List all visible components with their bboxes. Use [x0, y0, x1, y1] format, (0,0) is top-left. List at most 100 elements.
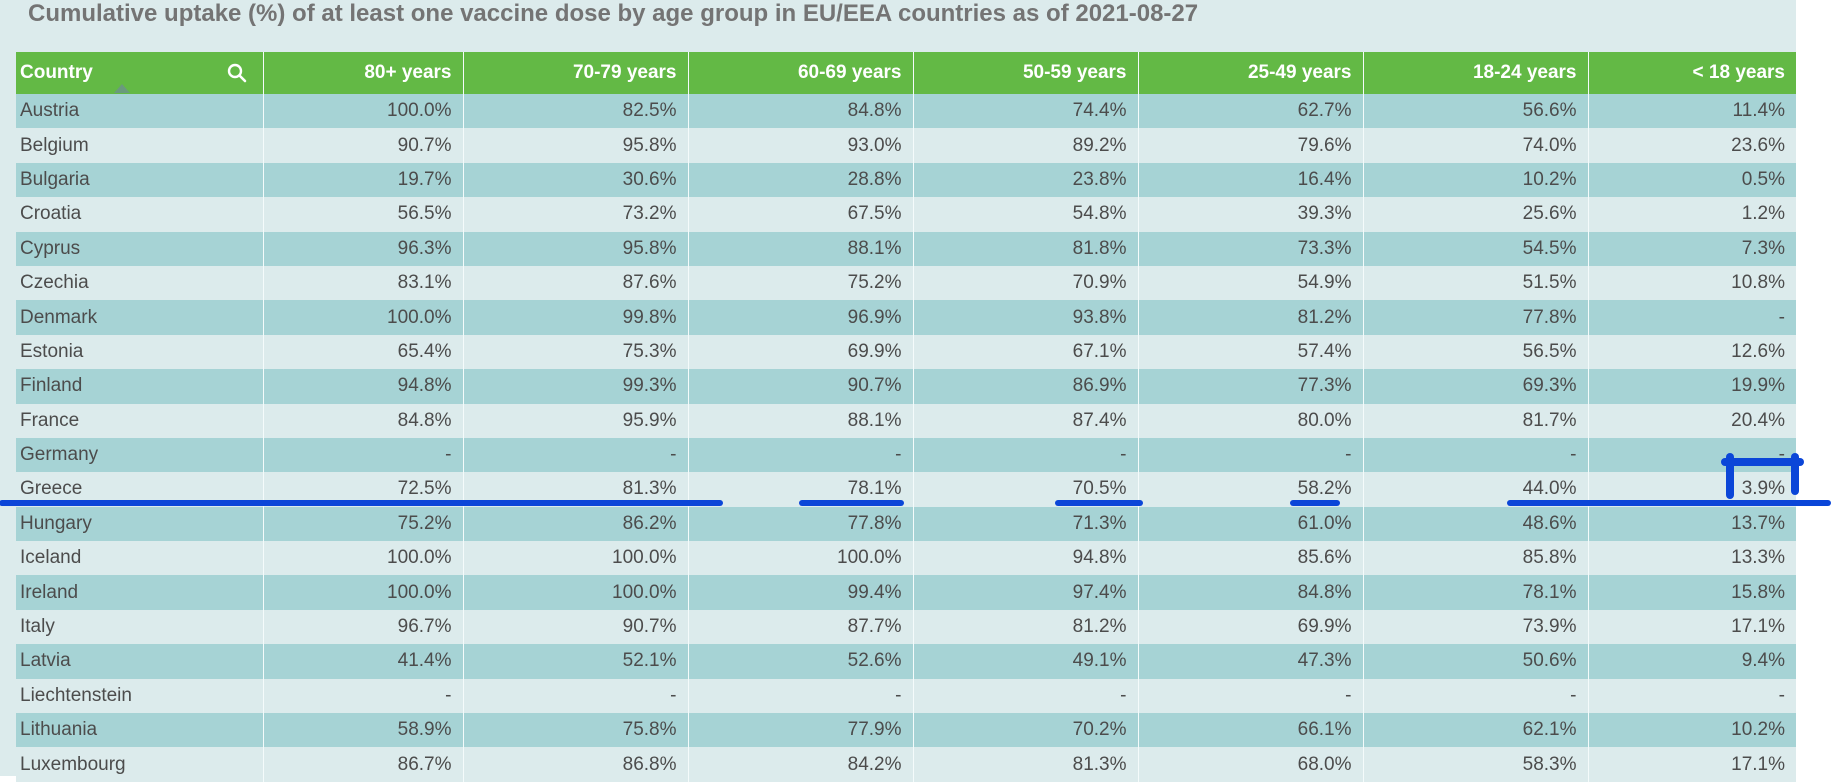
column-header-7[interactable]: < 18 years	[1692, 62, 1785, 83]
column-header-3[interactable]: 60-69 years	[688, 52, 914, 94]
value-cell: 73.9%	[1363, 609, 1589, 645]
value-cell: 96.9%	[688, 300, 914, 335]
table-row: Iceland 100.0% 100.0% 100.0% 94.8% 85.6% 85.8%…	[16, 541, 1796, 576]
value-cell: 19.9%	[1731, 375, 1785, 397]
value-cell: 100.0%	[263, 300, 464, 335]
country-cell: Belgium	[16, 128, 264, 163]
value-cell: -	[1138, 678, 1364, 714]
value-cell: 86.8%	[463, 747, 689, 782]
value-cell: 84.8%	[688, 94, 914, 129]
country-cell: Croatia	[16, 197, 264, 232]
value-cell: 99.8%	[463, 300, 689, 335]
value-cell: 95.9%	[463, 403, 689, 438]
country-cell: Greece	[16, 472, 264, 507]
country-cell: France	[16, 403, 264, 438]
value-cell: 56.6%	[1363, 94, 1589, 129]
value-cell: 84.8%	[1138, 575, 1364, 610]
value-cell: 99.4%	[688, 575, 914, 610]
country-cell: Iceland	[16, 541, 264, 576]
value-cell: -	[1778, 684, 1785, 706]
value-cell: 69.3%	[1363, 369, 1589, 404]
value-cell: 1.2%	[1741, 203, 1785, 225]
value-cell: 15.8%	[1731, 581, 1785, 603]
value-cell: 77.9%	[688, 713, 914, 748]
value-cell: 70.2%	[913, 713, 1139, 748]
value-cell: 90.7%	[688, 369, 914, 404]
column-header-2[interactable]: 70-79 years	[463, 52, 689, 94]
value-cell: 88.1%	[688, 231, 914, 266]
column-header-5[interactable]: 25-49 years	[1138, 52, 1364, 94]
column-header-6[interactable]: 18-24 years	[1363, 52, 1589, 94]
value-cell: 81.8%	[913, 231, 1139, 266]
value-cell: 47.3%	[1138, 644, 1364, 679]
table-row: Germany - - - - - - -	[16, 437, 1796, 473]
vaccine-uptake-table: Country 80+ years 70-79 years 60-69 years 50…	[16, 52, 1796, 782]
value-cell: 58.3%	[1363, 747, 1589, 782]
value-cell: 79.6%	[1138, 128, 1364, 163]
value-cell: 41.4%	[263, 644, 464, 679]
country-cell: Liechtenstein	[16, 678, 264, 714]
value-cell: 82.5%	[463, 94, 689, 129]
value-cell: 73.2%	[463, 197, 689, 232]
value-cell: 9.4%	[1741, 650, 1785, 672]
value-cell: 93.0%	[688, 128, 914, 163]
value-cell: 16.4%	[1138, 162, 1364, 198]
table-row: Bulgaria 19.7% 30.6% 28.8% 23.8% 16.4% 10.2% 0.…	[16, 162, 1796, 198]
value-cell: 100.0%	[463, 541, 689, 576]
value-cell: 94.8%	[263, 369, 464, 404]
value-cell: 94.8%	[913, 541, 1139, 576]
value-cell: -	[263, 678, 464, 714]
value-cell: 70.9%	[913, 265, 1139, 301]
value-cell: 99.3%	[463, 369, 689, 404]
search-icon[interactable]	[227, 63, 247, 83]
value-cell: 61.0%	[1138, 506, 1364, 542]
value-cell: 54.8%	[913, 197, 1139, 232]
value-cell: 58.9%	[263, 713, 464, 748]
country-cell: Ireland	[16, 575, 264, 610]
value-cell: 77.3%	[1138, 369, 1364, 404]
sort-up-icon[interactable]	[114, 84, 130, 93]
value-cell: 90.7%	[463, 609, 689, 645]
table-row: Latvia 41.4% 52.1% 52.6% 49.1% 47.3% 50.6% 9.4%	[16, 644, 1796, 679]
value-cell: 23.8%	[913, 162, 1139, 198]
value-cell: -	[1778, 306, 1785, 328]
value-cell: 80.0%	[1138, 403, 1364, 438]
value-cell: 11.4%	[1732, 100, 1785, 122]
country-cell: Denmark	[16, 300, 264, 335]
table-row: Estonia 65.4% 75.3% 69.9% 67.1% 57.4% 56.5% 12.…	[16, 334, 1796, 370]
value-cell: -	[913, 678, 1139, 714]
country-cell: Finland	[16, 369, 264, 404]
value-cell: -	[688, 437, 914, 473]
value-cell: 49.1%	[913, 644, 1139, 679]
value-cell: 100.0%	[688, 541, 914, 576]
value-cell: 20.4%	[1731, 409, 1785, 431]
value-cell: 70.5%	[913, 472, 1139, 507]
value-cell: 95.8%	[463, 231, 689, 266]
value-cell: 78.1%	[1363, 575, 1589, 610]
page-title: Cumulative uptake (%) of at least one va…	[28, 0, 1199, 27]
value-cell: 52.6%	[688, 644, 914, 679]
value-cell: 57.4%	[1138, 334, 1364, 370]
value-cell: 17.1%	[1731, 616, 1785, 638]
value-cell: 97.4%	[913, 575, 1139, 610]
column-header-4[interactable]: 50-59 years	[913, 52, 1139, 94]
value-cell: 100.0%	[463, 575, 689, 610]
table-row: France 84.8% 95.9% 88.1% 87.4% 80.0% 81.7% 20.4…	[16, 403, 1796, 438]
value-cell: 77.8%	[1363, 300, 1589, 335]
value-cell: -	[263, 437, 464, 473]
value-cell: 39.3%	[1138, 197, 1364, 232]
value-cell: 75.8%	[463, 713, 689, 748]
column-header-1[interactable]: 80+ years	[263, 52, 464, 94]
value-cell: 87.4%	[913, 403, 1139, 438]
column-header-country[interactable]: Country	[16, 52, 264, 94]
country-cell: Italy	[16, 609, 264, 645]
value-cell: -	[463, 678, 689, 714]
table-row: Belgium 90.7% 95.8% 93.0% 89.2% 79.6% 74.0% 23.…	[16, 128, 1796, 163]
value-cell: 75.3%	[463, 334, 689, 370]
value-cell: -	[688, 678, 914, 714]
value-cell: -	[1363, 437, 1589, 473]
country-cell: Czechia	[16, 265, 264, 301]
table-row: Lithuania 58.9% 75.8% 77.9% 70.2% 66.1% 62.1% 1…	[16, 713, 1796, 748]
value-cell: 96.7%	[263, 609, 464, 645]
value-cell: 86.7%	[263, 747, 464, 782]
